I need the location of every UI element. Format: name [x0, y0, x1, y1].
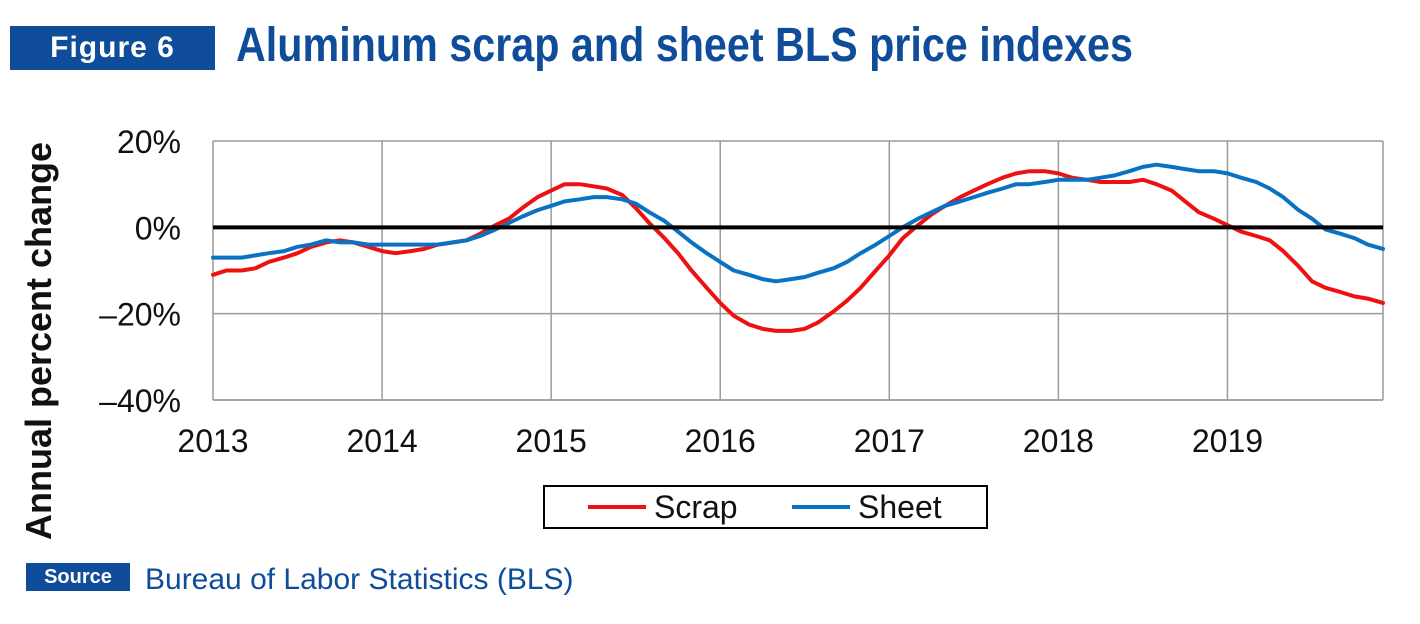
source-text: Bureau of Labor Statistics (BLS): [145, 563, 574, 596]
figure-label: Figure 6: [10, 26, 215, 70]
x-tick-label: 2019: [1192, 423, 1263, 459]
x-tick-label: 2016: [685, 423, 756, 459]
x-tick-label: 2013: [177, 423, 248, 459]
y-tick-label: –20%: [99, 297, 181, 333]
legend: Scrap Sheet: [543, 485, 988, 529]
y-tick-label: 0%: [135, 210, 181, 246]
y-tick-label: 20%: [117, 124, 181, 160]
legend-label-sheet: Sheet: [858, 489, 942, 525]
series-layer: [211, 162, 1385, 333]
legend-label-scrap: Scrap: [654, 489, 738, 525]
x-tick-label: 2017: [854, 423, 925, 459]
series-line-scrap: [211, 169, 1385, 333]
grid: [212, 140, 1384, 401]
x-tick-label: 2015: [516, 423, 587, 459]
series-line-sheet: [211, 162, 1385, 284]
x-tick-label: 2014: [346, 423, 417, 459]
source-label: Source: [26, 563, 130, 591]
y-tick-label: –40%: [99, 383, 181, 419]
chart-title: Aluminum scrap and sheet BLS price index…: [236, 19, 1133, 72]
axis-ticks: 20% 0% –20% –40% 2013 2014 2015 2016 2017 2018 201…: [99, 124, 1383, 459]
x-tick-label: 2018: [1023, 423, 1094, 459]
